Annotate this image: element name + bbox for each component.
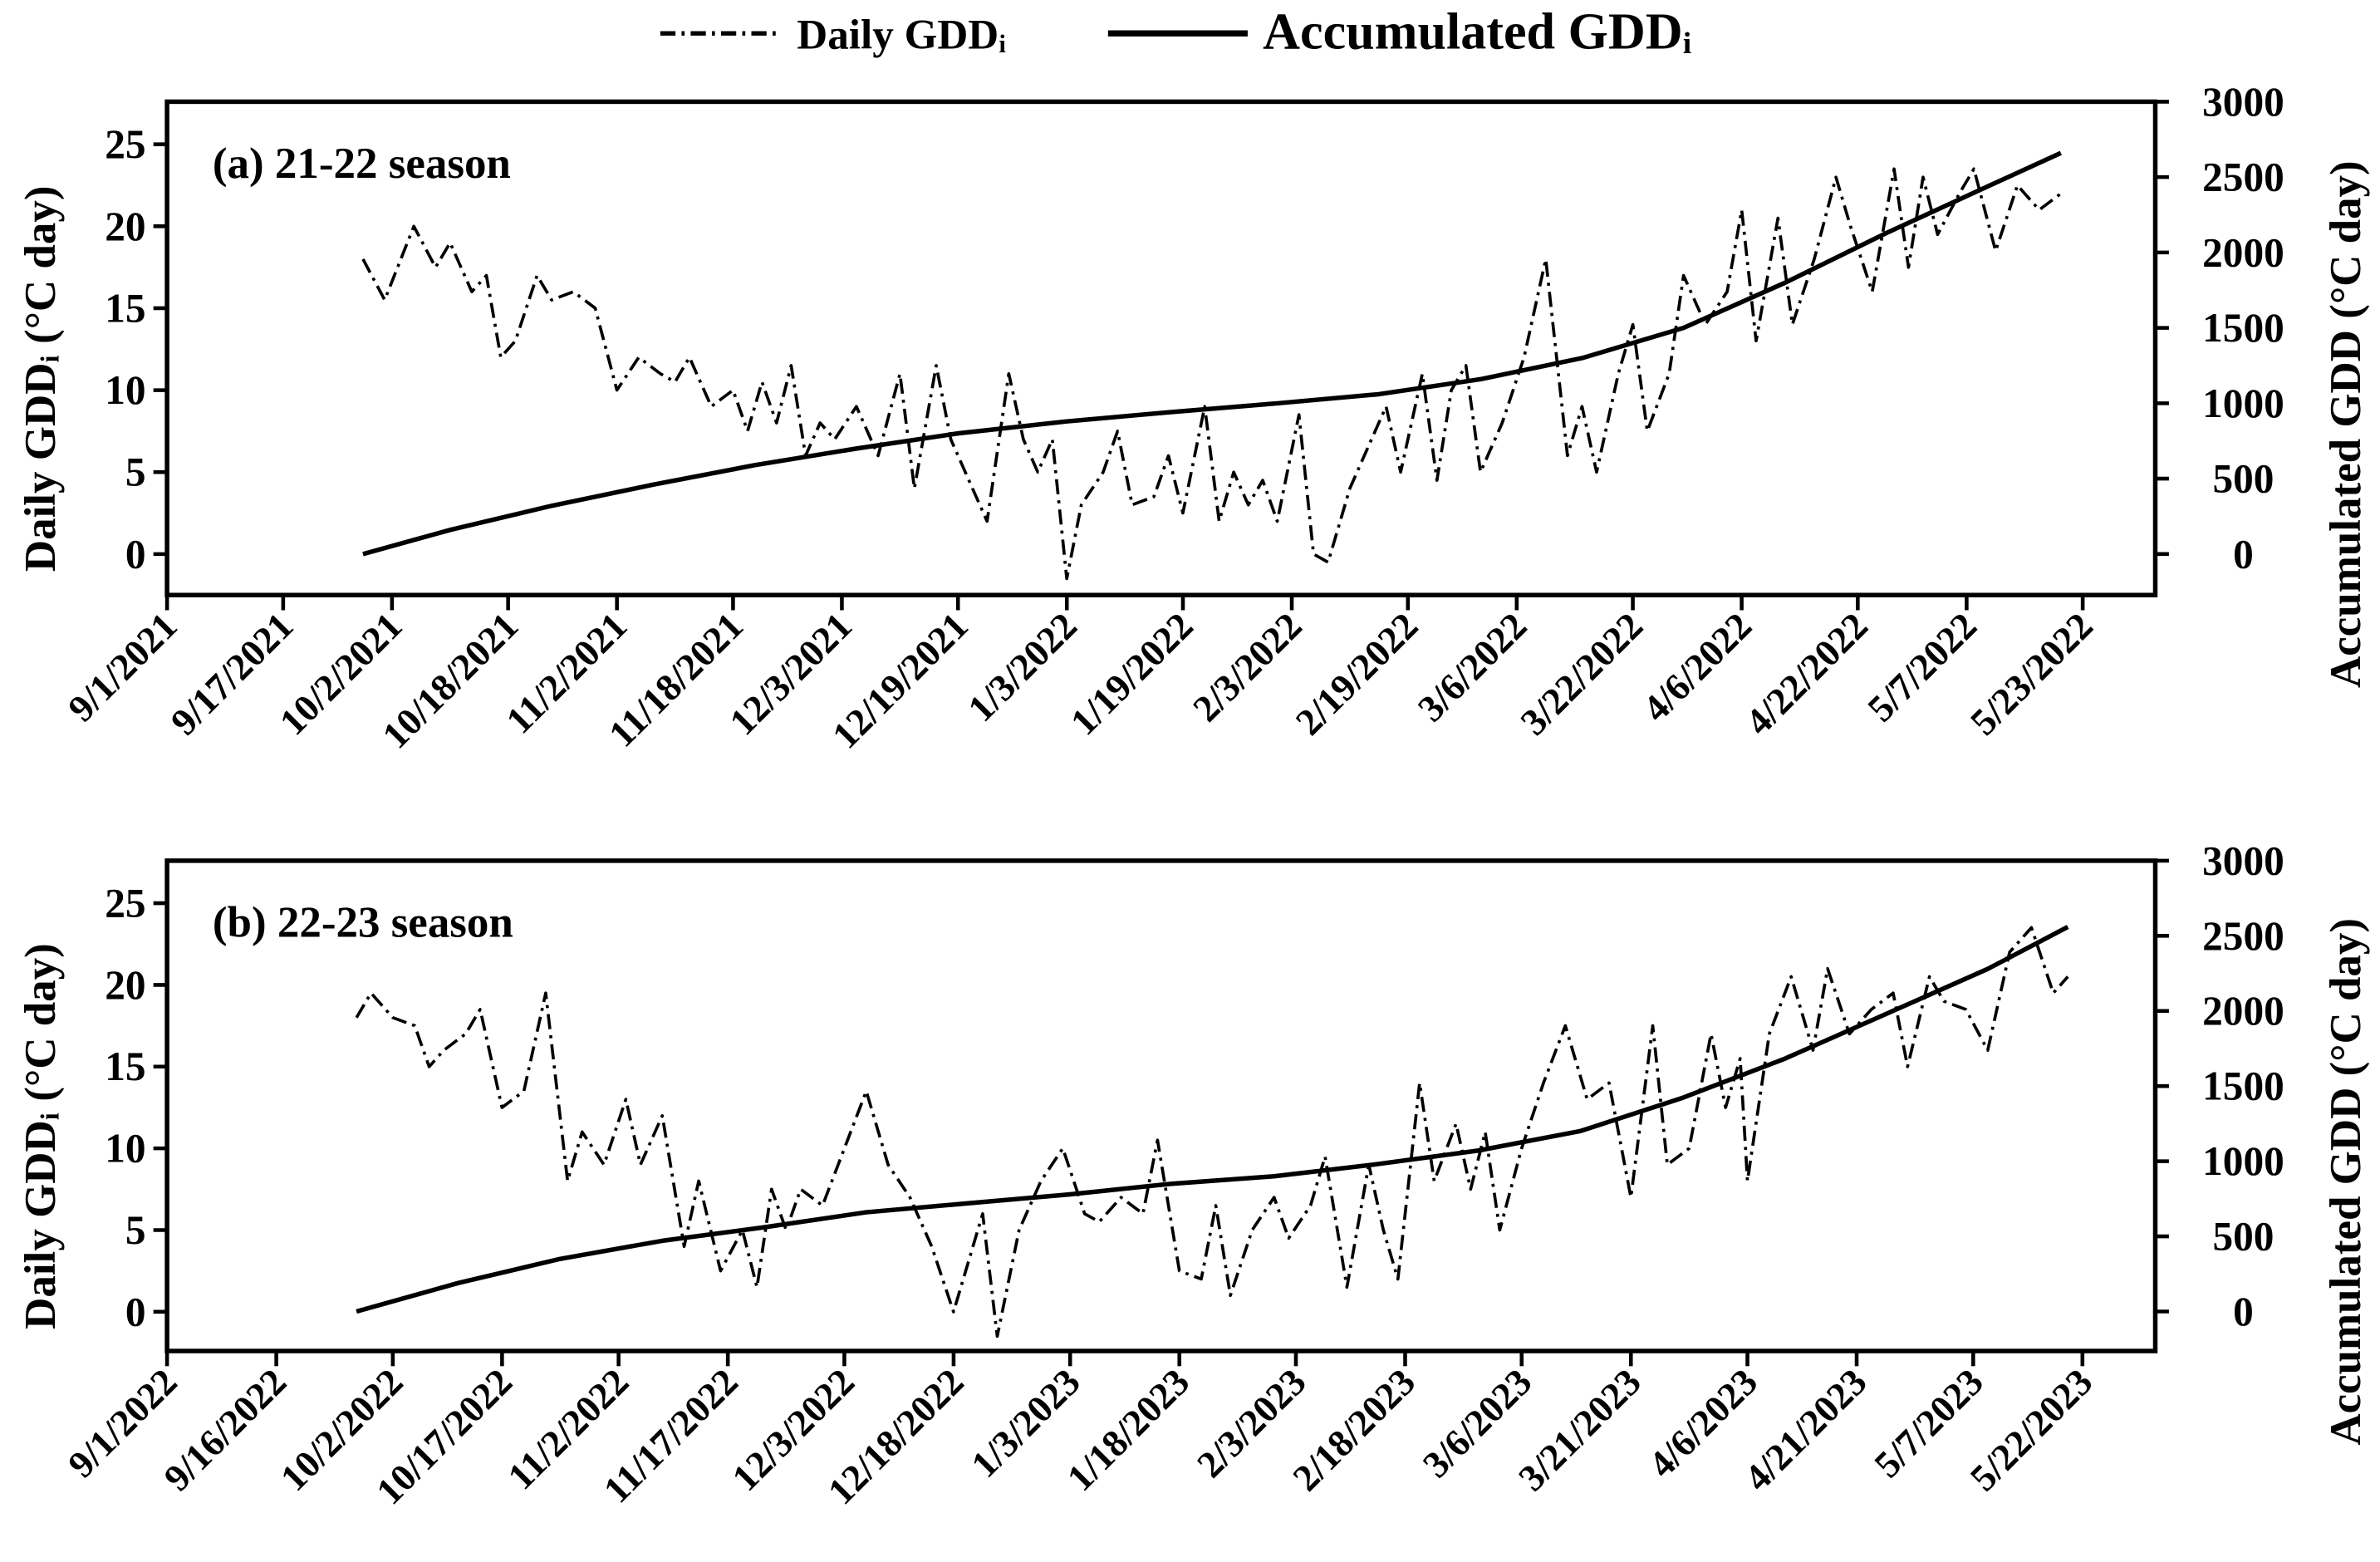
y-tick-label: 5 bbox=[125, 449, 146, 495]
y2-axis-title: Accumulated GDD (°C day) bbox=[2322, 918, 2370, 1446]
y2-tick-label: 3000 bbox=[2202, 79, 2284, 125]
y2-tick-label: 0 bbox=[2233, 531, 2254, 577]
y2-tick-label: 500 bbox=[2212, 456, 2274, 502]
y-tick-label: 25 bbox=[105, 121, 145, 167]
y-axis-title: Daily GDDᵢ (°C day) bbox=[17, 943, 65, 1329]
x-tick-label: 5/23/2022 bbox=[1962, 604, 2101, 743]
y2-tick-label: 1000 bbox=[2202, 1138, 2284, 1184]
y2-tick-label: 1500 bbox=[2202, 1063, 2284, 1109]
x-tick-label: 3/22/2022 bbox=[1512, 604, 1651, 743]
y2-tick-label: 1000 bbox=[2202, 381, 2284, 426]
legend-label: Daily GDDᵢ bbox=[797, 11, 1006, 58]
data-line bbox=[355, 926, 2069, 1339]
data-line bbox=[362, 150, 2062, 557]
legend-label: Accumulated GDDᵢ bbox=[1263, 3, 1691, 60]
y-tick-label: 25 bbox=[105, 881, 145, 926]
x-tick-label: 4/22/2022 bbox=[1737, 604, 1876, 743]
y-tick-label: 20 bbox=[105, 204, 145, 249]
y2-tick-label: 2500 bbox=[2202, 913, 2284, 959]
y2-tick-label: 500 bbox=[2212, 1213, 2274, 1259]
panel-title: (b) 22-23 season bbox=[213, 898, 513, 946]
y2-tick-label: 1500 bbox=[2202, 305, 2284, 351]
y-tick-label: 0 bbox=[125, 1289, 146, 1334]
plot-frame bbox=[164, 858, 2158, 1353]
data-line bbox=[361, 167, 2062, 581]
y-axis-title: Daily GDDᵢ (°C day) bbox=[17, 186, 65, 572]
y2-tick-label: 2000 bbox=[2202, 229, 2284, 275]
x-tick-label: 1/19/2022 bbox=[1062, 604, 1201, 743]
y2-tick-label: 3000 bbox=[2202, 837, 2284, 883]
y-tick-label: 0 bbox=[125, 531, 146, 577]
y-tick-label: 15 bbox=[105, 285, 145, 331]
y2-axis-title: Accumulated GDD (°C day) bbox=[2322, 160, 2370, 688]
x-tick-label: 2/19/2022 bbox=[1287, 604, 1426, 743]
y-tick-label: 20 bbox=[105, 962, 145, 1008]
y-tick-label: 15 bbox=[105, 1044, 145, 1089]
y-tick-label: 10 bbox=[105, 1126, 145, 1172]
y2-tick-label: 2500 bbox=[2202, 155, 2284, 200]
y2-tick-label: 0 bbox=[2233, 1289, 2254, 1334]
data-line bbox=[356, 925, 2069, 1314]
y-tick-label: 5 bbox=[125, 1207, 146, 1253]
panel-title: (a) 21-22 season bbox=[213, 140, 511, 188]
plot-frame bbox=[164, 99, 2158, 597]
y2-tick-label: 2000 bbox=[2202, 988, 2284, 1034]
y-tick-label: 10 bbox=[105, 367, 145, 413]
